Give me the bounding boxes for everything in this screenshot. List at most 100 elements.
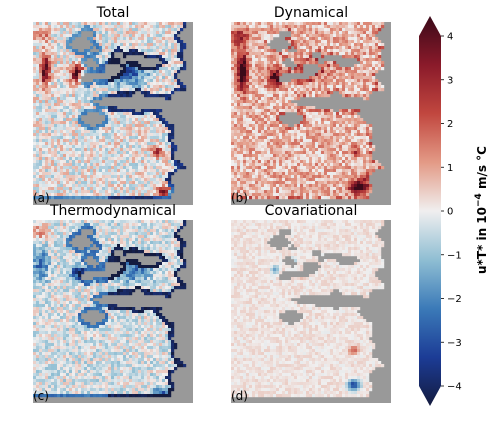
grid-cell [45,106,49,110]
grid-cell [315,127,319,131]
grid-cell [330,115,334,119]
grid-cell [54,181,58,185]
grid-cell [66,100,70,104]
grid-cell [339,154,343,158]
grid-cell [78,142,82,146]
grid-cell [72,28,76,32]
grid-cell [315,121,319,125]
grid-cell [342,46,346,50]
grid-cell [174,40,178,44]
grid-cell [345,151,349,155]
grid-cell [237,142,241,146]
grid-cell [147,37,151,41]
grid-cell [108,22,112,26]
grid-cell [270,37,274,41]
grid-cell [249,145,253,149]
grid-cell [159,157,163,161]
grid-cell [45,55,49,59]
grid-cell [342,136,346,140]
grid-cell [111,136,115,140]
grid-cell [348,178,352,182]
grid-cell [324,31,328,35]
grid-cell [315,37,319,41]
grid-cell [255,28,259,32]
grid-cell [78,106,82,110]
grid-cell [72,88,76,92]
grid-cell [156,91,160,95]
grid-cell [318,115,322,119]
grid-cell [252,85,256,89]
grid-cell [252,166,256,170]
grid-cell [321,79,325,83]
grid-cell [102,46,106,50]
grid-cell [291,148,295,152]
grid-cell [312,166,316,170]
grid-cell [150,112,154,116]
grid-cell [126,130,130,134]
grid-cell [276,85,280,89]
grid-cell [375,31,379,35]
grid-cell [177,88,181,92]
grid-cell [87,166,91,170]
grid-cell [348,94,352,98]
grid-cell [138,142,142,146]
grid-cell [315,91,319,95]
grid-cell [126,31,130,35]
grid-cell [39,130,43,134]
grid-cell [177,22,181,26]
grid-cell [300,40,304,44]
grid-cell [138,112,142,116]
grid-cell [174,67,178,71]
grid-cell [255,154,259,158]
grid-cell [255,64,259,68]
grid-cell [327,85,331,89]
grid-cell [33,154,37,158]
grid-cell [45,190,49,194]
grid-cell [372,25,376,29]
grid-cell [246,166,250,170]
grid-cell [138,145,142,149]
grid-cell [54,160,58,164]
grid-cell [81,130,85,134]
grid-cell [231,103,235,107]
grid-cell [144,148,148,152]
grid-cell [54,169,58,173]
grid-cell [123,181,127,185]
grid-cell [111,106,115,110]
grid-cell [159,178,163,182]
grid-cell [60,187,64,191]
grid-cell [312,91,316,95]
grid-cell [240,49,244,53]
grid-cell [267,52,271,56]
grid-cell [99,157,103,161]
grid-cell [315,94,319,98]
grid-cell [159,52,163,56]
grid-cell [135,133,139,137]
grid-cell [246,67,250,71]
grid-cell [93,151,97,155]
grid-cell [333,40,337,44]
grid-cell [78,28,82,32]
grid-cell [273,181,277,185]
grid-cell [108,142,112,146]
grid-cell [78,193,82,197]
grid-cell [33,187,37,191]
grid-cell [60,58,64,62]
grid-cell [279,157,283,161]
grid-cell [264,100,268,104]
grid-cell [327,88,331,92]
grid-cell [138,76,142,80]
grid-cell [147,112,151,116]
grid-cell [354,34,358,38]
grid-cell [249,82,253,86]
grid-cell [240,82,244,86]
grid-cell [57,112,61,116]
grid-cell [36,100,40,104]
grid-cell [123,169,127,173]
grid-cell [81,151,85,155]
grid-cell [240,172,244,176]
grid-cell [45,151,49,155]
grid-cell [57,157,61,161]
grid-cell [48,166,52,170]
grid-cell [255,115,259,119]
